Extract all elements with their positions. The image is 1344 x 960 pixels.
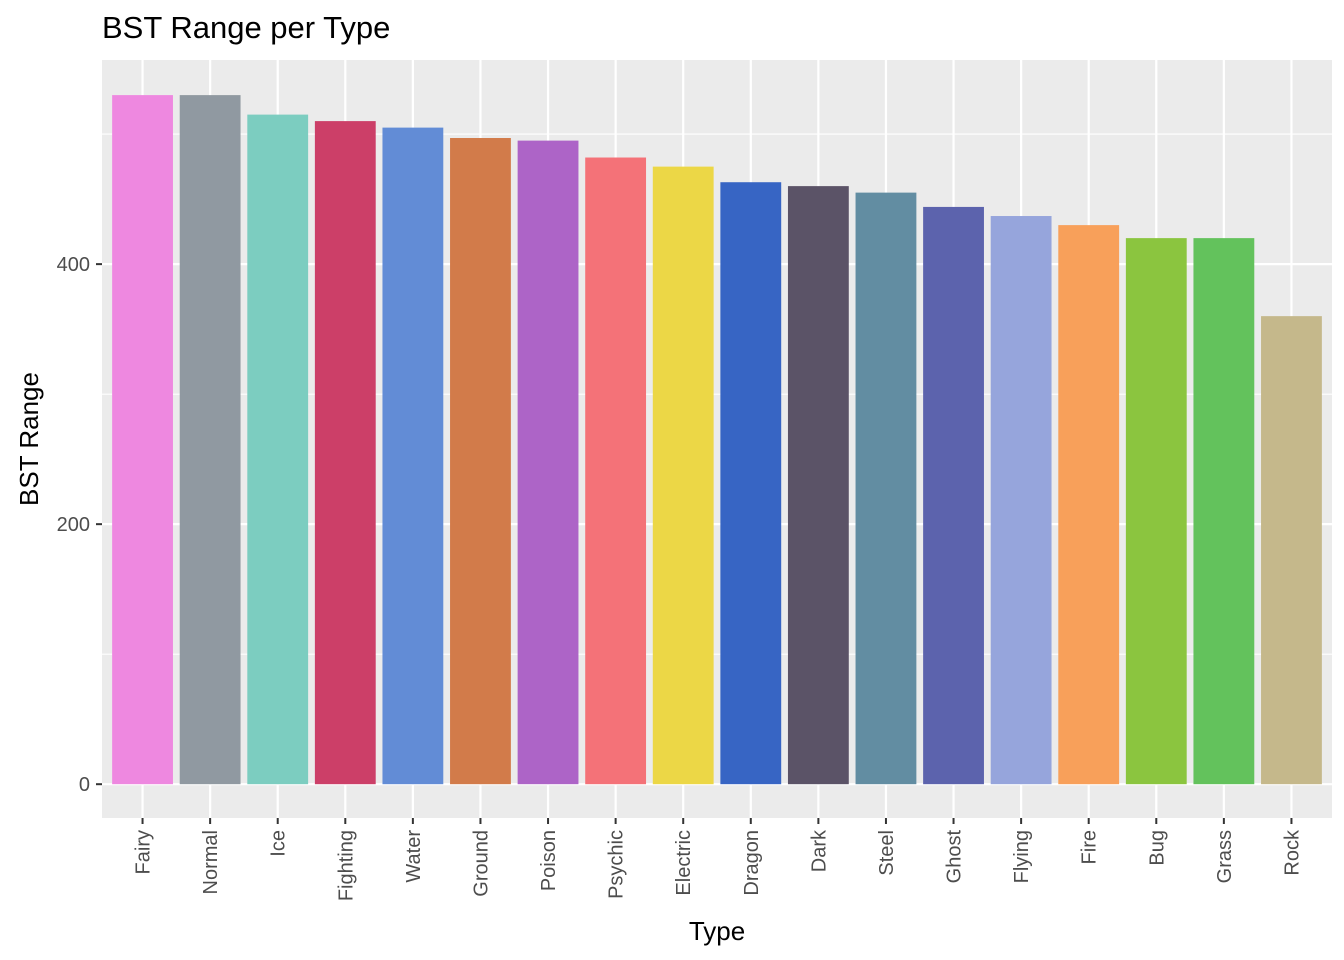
x-tick-label: Normal bbox=[200, 830, 222, 894]
x-tick-label: Ghost bbox=[944, 830, 966, 884]
bar-ice bbox=[247, 114, 309, 785]
x-tick-label: Psychic bbox=[606, 830, 628, 899]
bar-water bbox=[382, 127, 444, 785]
x-axis: Fairy Normal Ice Fighting Water Ground Poison P… bbox=[133, 818, 1303, 901]
bar-fairy bbox=[112, 95, 173, 785]
x-tick-label: Ice bbox=[268, 830, 290, 857]
bar-fighting bbox=[314, 121, 376, 785]
y-axis-title: BST Range bbox=[14, 372, 44, 506]
x-tick-label: Ground bbox=[470, 830, 492, 897]
bar-rock bbox=[1261, 316, 1322, 785]
bar-poison bbox=[517, 140, 579, 785]
y-axis: 0 200 400 bbox=[57, 254, 102, 796]
bar-steel bbox=[855, 192, 917, 785]
x-tick-label: Electric bbox=[673, 830, 695, 896]
y-tick-label: 400 bbox=[57, 254, 90, 276]
bar-normal bbox=[179, 95, 241, 785]
x-tick-label: Fighting bbox=[335, 830, 357, 901]
x-tick-label: Poison bbox=[538, 830, 560, 891]
y-tick-label: 200 bbox=[57, 514, 90, 536]
bar-ground bbox=[450, 138, 511, 785]
bar-electric bbox=[652, 166, 714, 785]
x-tick-label: Grass bbox=[1214, 830, 1236, 883]
chart-title: BST Range per Type bbox=[102, 10, 391, 45]
x-tick-label: Bug bbox=[1146, 830, 1168, 866]
y-tick-label: 0 bbox=[79, 774, 90, 796]
bar-grass bbox=[1193, 238, 1255, 785]
bars bbox=[112, 95, 1322, 785]
x-tick-label: Rock bbox=[1281, 829, 1303, 876]
bar-bug bbox=[1125, 238, 1187, 785]
bar-flying bbox=[990, 216, 1052, 785]
x-tick-label: Steel bbox=[876, 830, 898, 876]
x-tick-label: Dragon bbox=[741, 830, 763, 896]
x-tick-label: Dark bbox=[808, 829, 830, 872]
bar-psychic bbox=[585, 157, 647, 785]
bar-fire bbox=[1058, 225, 1120, 785]
x-axis-title: Type bbox=[689, 916, 745, 946]
bar-ghost bbox=[923, 206, 984, 785]
bar-dark bbox=[787, 186, 849, 785]
x-tick-label: Flying bbox=[1011, 830, 1033, 883]
x-tick-label: Water bbox=[403, 830, 425, 883]
x-tick-label: Fairy bbox=[133, 830, 155, 874]
x-tick-label: Fire bbox=[1079, 830, 1101, 864]
bar-dragon bbox=[720, 182, 782, 785]
